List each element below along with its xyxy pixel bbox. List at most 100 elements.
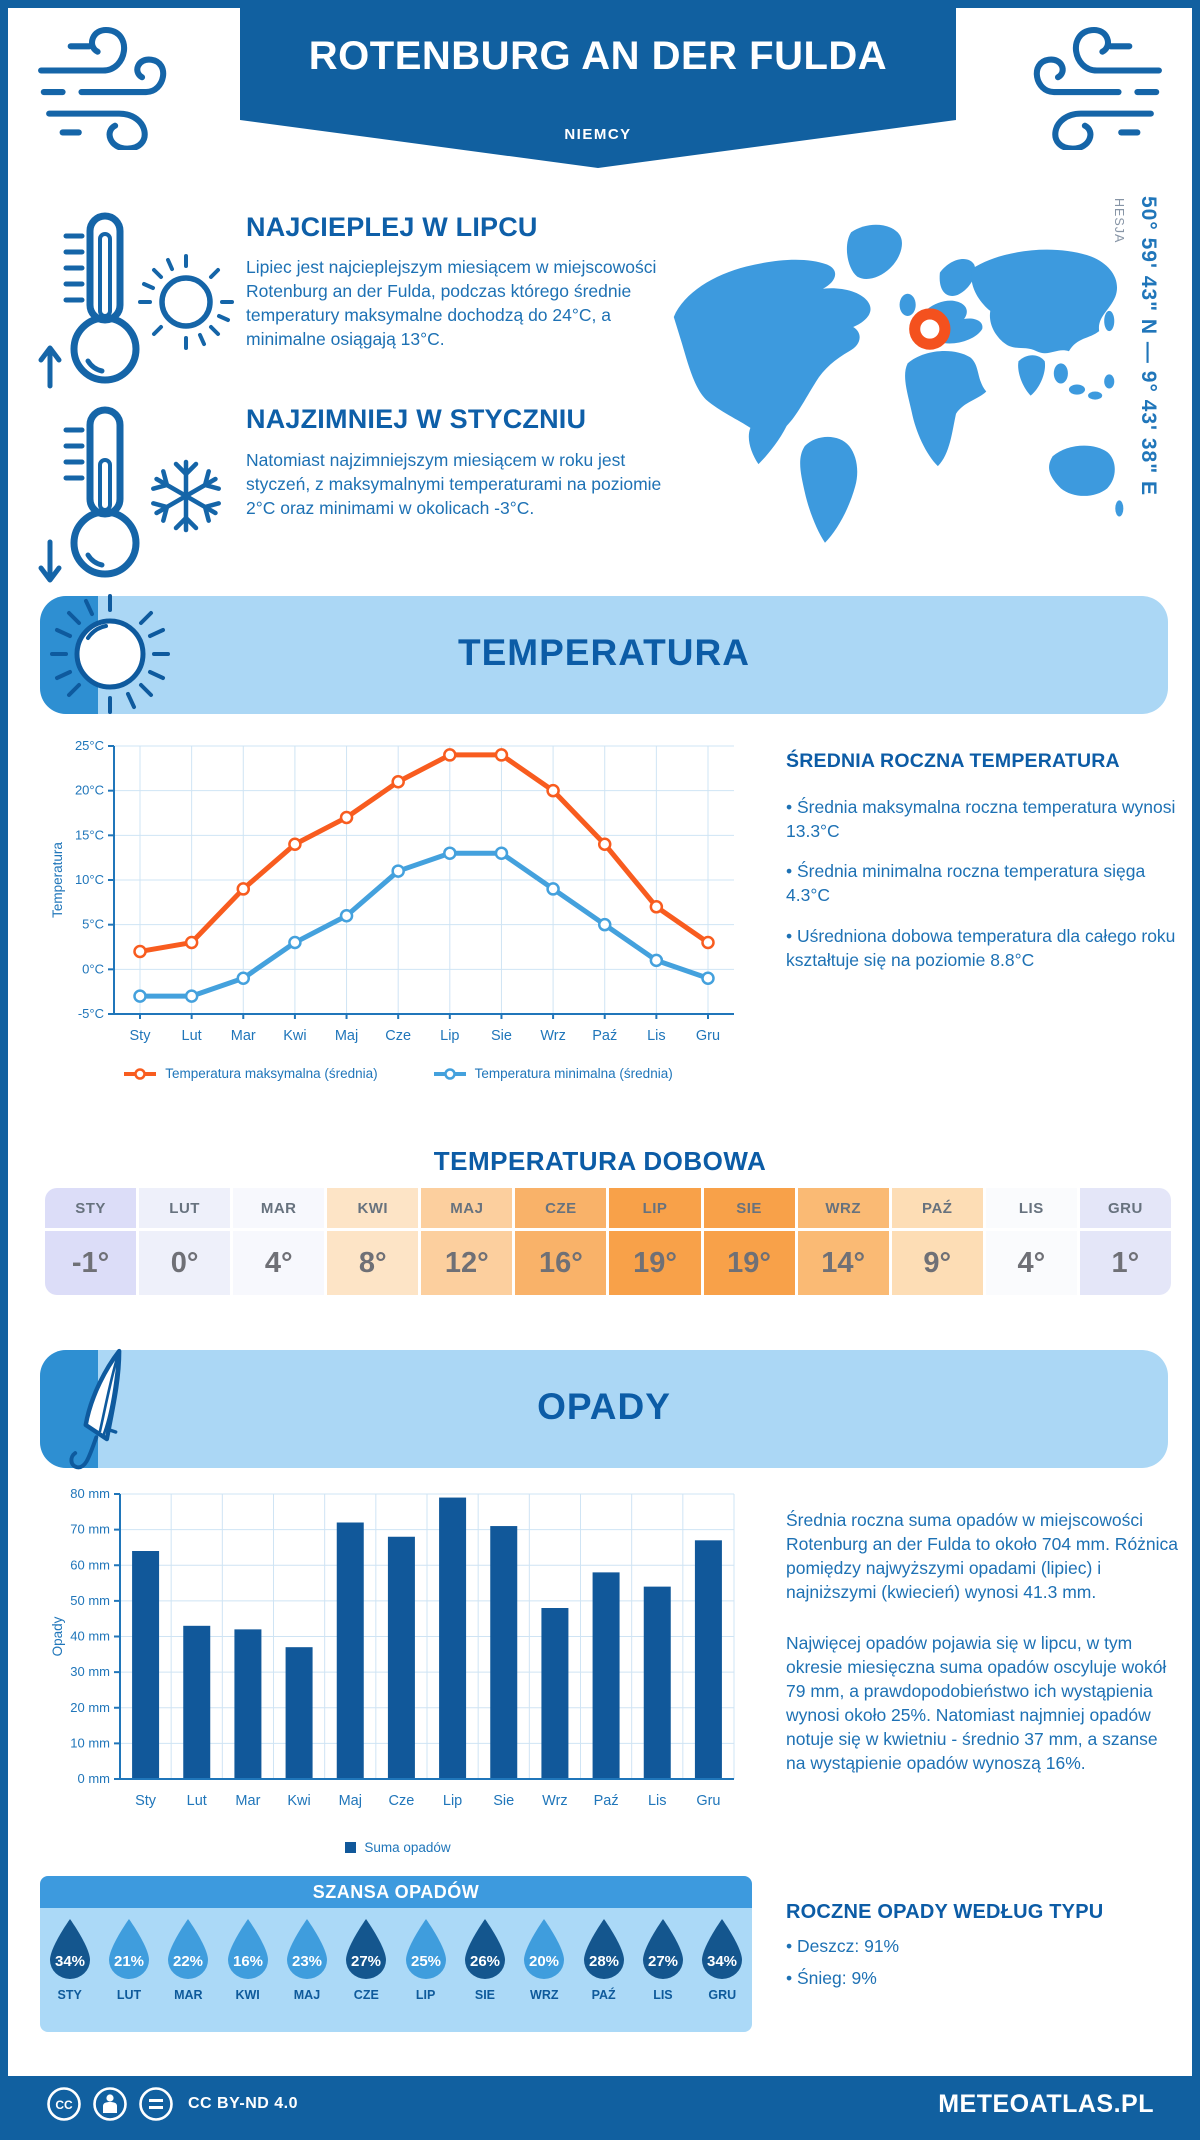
chance-month-label: GRU [708, 1988, 737, 2002]
svg-text:Cze: Cze [385, 1028, 411, 1044]
header-banner: ROTENBURG AN DER FULDA NIEMCY [240, 8, 956, 168]
svg-text:80 mm: 80 mm [70, 1486, 110, 1501]
svg-text:27%: 27% [351, 1953, 381, 1970]
legend-item: Temperatura maksymalna (średnia) [123, 1066, 378, 1081]
raindrop-icon: 22% [168, 1919, 209, 1979]
svg-text:21%: 21% [114, 1953, 144, 1970]
precip-type-bullets: • Deszcz: 91% • Śnieg: 9% [786, 1934, 1180, 1998]
table-month-cell: SIE [703, 1188, 795, 1228]
svg-text:60 mm: 60 mm [70, 1557, 110, 1572]
svg-text:Lip: Lip [443, 1793, 462, 1809]
chance-month-label: CZE [353, 1988, 379, 2002]
svg-text:Maj: Maj [335, 1028, 358, 1044]
annual-bullet: • Średnia maksymalna roczna temperatura … [786, 797, 1176, 842]
svg-text:Sty: Sty [135, 1793, 157, 1809]
raindrop-icon: 20% [524, 1919, 565, 1979]
raindrop-icon: 23% [286, 1919, 327, 1979]
chance-drop: 25% LIP [400, 1917, 452, 2002]
svg-text:20%: 20% [529, 1953, 559, 1970]
table-value-cell: 1° [1079, 1231, 1171, 1295]
svg-text:Lis: Lis [647, 1028, 666, 1044]
precipitation-banner: OPADY [40, 1348, 1168, 1470]
svg-text:34%: 34% [707, 1953, 737, 1970]
footer: CC CC BY-ND 4.0 METEOATLAS.PL [8, 2076, 1192, 2132]
svg-text:Sie: Sie [491, 1028, 512, 1044]
precipitation-bar-chart: 0 mm 10 mm 20 mm 30 mm 40 mm 50 mm 60 mm 70 mm 8… [50, 1486, 735, 1809]
table-value-cell: 12° [421, 1231, 513, 1295]
license-label: CC BY-ND 4.0 [188, 2095, 299, 2112]
svg-text:70 mm: 70 mm [70, 1522, 110, 1537]
svg-text:Lut: Lut [187, 1793, 207, 1809]
svg-text:0°C: 0°C [82, 961, 104, 976]
chance-drop: 22% MAR [162, 1917, 214, 2002]
svg-text:Cze: Cze [389, 1793, 415, 1809]
chance-month-label: SIE [474, 1988, 496, 2002]
sun-icon [50, 594, 170, 714]
table-month-cell: LIS [985, 1188, 1077, 1228]
svg-text:16%: 16% [233, 1953, 263, 1970]
raindrop-icon: 21% [108, 1919, 149, 1979]
svg-text:Paź: Paź [592, 1028, 617, 1044]
svg-text:27%: 27% [648, 1953, 678, 1970]
raindrop-icon: 34% [49, 1919, 90, 1979]
table-value-cell: 4° [985, 1231, 1077, 1295]
chance-drop: 16% KWI [222, 1917, 274, 2002]
svg-text:23%: 23% [292, 1953, 322, 1970]
annual-temperature-summary: ŚREDNIA ROCZNA TEMPERATURA • Średnia mak… [786, 750, 1178, 988]
location-marker [909, 308, 951, 350]
precip-paragraph: Najwięcej opadów pojawia się w lipcu, w … [786, 1632, 1167, 1774]
temperature-banner: TEMPERATURA [40, 594, 1168, 714]
table-month-cell: STY [45, 1188, 137, 1228]
wind-icon [1033, 27, 1162, 150]
table-month-cell: MAJ [421, 1188, 513, 1228]
highlight-warm-text: Lipiec jest najcieplejszym miesiącem w m… [246, 257, 657, 350]
svg-text:Kwi: Kwi [283, 1028, 306, 1044]
coordinates-label: 50° 59' 43" N — 9° 43' 38" E [1137, 196, 1160, 497]
precipitation-chart-legend: Suma opadów [48, 1840, 748, 1855]
table-month-cell: CZE [515, 1188, 607, 1228]
wind-icon [38, 27, 167, 150]
svg-text:Kwi: Kwi [287, 1793, 310, 1809]
chance-month-label: LUT [116, 1988, 142, 2002]
svg-text:34%: 34% [55, 1953, 85, 1970]
legend-item: Suma opadów [345, 1840, 451, 1855]
chance-month-label: MAJ [293, 1988, 321, 2002]
precip-paragraph: Średnia roczna suma opadów w miejscowośc… [786, 1510, 1179, 1603]
cc-by-person-icon [93, 2087, 127, 2121]
legend-item: Temperatura minimalna (średnia) [433, 1066, 673, 1081]
svg-text:20 mm: 20 mm [70, 1700, 110, 1715]
table-value-cell: 16° [515, 1231, 607, 1295]
svg-text:Maj: Maj [339, 1793, 362, 1809]
chance-drop: 23% MAJ [281, 1917, 333, 2002]
svg-text:Lut: Lut [182, 1028, 202, 1044]
world-map [673, 224, 1124, 543]
chance-drop: 34% GRU [696, 1917, 748, 2002]
chance-month-label: LIS [653, 1988, 673, 2002]
umbrella-icon [69, 1348, 122, 1470]
table-value-cell: 4° [233, 1231, 325, 1295]
daily-temperature-table: STY LUT MAR KWI MAJ CZE LIP SIE WRZ PAŹ LIS GRU -1° 0… [45, 1188, 1171, 1295]
svg-text:Mar: Mar [231, 1028, 256, 1044]
chance-panel: 34% STY 21% LUT 22% MAR 16% KWI 23% MAJ 27% CZE 25% L… [40, 1908, 752, 2032]
precip-type-bullet: • Deszcz: 91% [786, 1936, 900, 1956]
table-value-cell: -1° [45, 1231, 137, 1295]
raindrop-icon: 16% [227, 1919, 268, 1979]
chance-drop: 34% STY [44, 1917, 96, 2002]
page-title: ROTENBURG AN DER FULDA [308, 34, 888, 78]
chance-month-label: LIP [415, 1988, 436, 2002]
svg-text:30 mm: 30 mm [70, 1664, 110, 1679]
svg-text:Temperatura: Temperatura [50, 842, 65, 918]
table-value-cell: 19° [609, 1231, 701, 1295]
table-month-cell: MAR [233, 1188, 325, 1228]
chance-drop: 20% WRZ [518, 1917, 570, 2002]
precipitation-section-title: OPADY [537, 1386, 671, 1427]
svg-text:40 mm: 40 mm [70, 1629, 110, 1644]
annual-bullet: • Średnia minimalna roczna temperatura s… [786, 861, 1146, 906]
svg-text:-5°C: -5°C [78, 1006, 104, 1021]
daily-temperature-title: TEMPERATURA DOBOWA [433, 1146, 767, 1176]
raindrop-icon: 28% [583, 1919, 624, 1979]
table-value-cell: 8° [327, 1231, 419, 1295]
svg-text:Wrz: Wrz [542, 1793, 568, 1809]
table-month-cell: KWI [327, 1188, 419, 1228]
